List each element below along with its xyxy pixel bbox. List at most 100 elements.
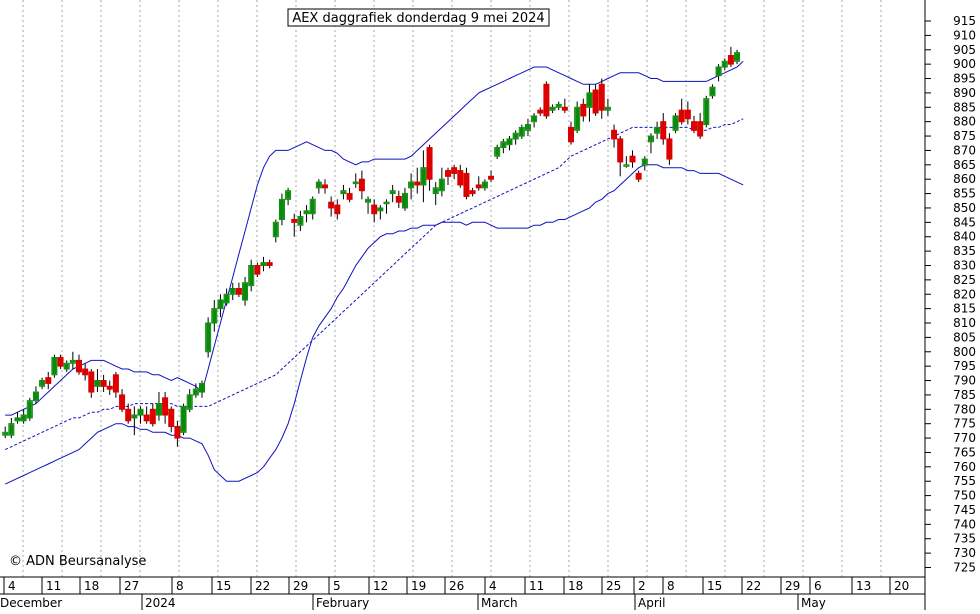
candle [617,136,624,177]
candle [647,133,654,154]
candle [205,317,212,358]
candle-fill [316,182,321,188]
candle [125,403,132,424]
candle-fill [605,107,610,110]
candle-fill [655,127,660,133]
y-tick-label: 740 [953,517,976,531]
candle-body-down [45,377,52,384]
candle [57,354,64,370]
candle [174,420,181,447]
candle [14,412,21,424]
candle-fill [673,116,678,130]
x-day-label: 12 [373,579,388,593]
y-tick-label: 830 [953,258,976,272]
candle [100,374,107,393]
candle [168,406,175,433]
candle-body-down [346,193,353,200]
candle-fill [439,179,444,191]
y-tick-label: 775 [953,417,976,431]
y-tick-label: 810 [953,316,976,330]
candle-body-down [592,89,599,114]
candle-fill [704,99,709,125]
y-axis: 7257307357407457507557607657707757807857… [925,14,976,575]
candle [180,403,187,436]
candle [211,300,218,332]
candle [703,95,710,128]
candle [389,184,396,203]
candle [291,213,298,237]
candle-fill [261,263,266,265]
candle-body-down [598,83,605,111]
candle-fill [218,300,223,309]
candle-fill [353,182,358,184]
candle [131,406,138,436]
candle [654,121,661,139]
candle [635,170,642,183]
candle-fill [193,389,198,395]
y-tick-label: 755 [953,474,976,488]
x-day-label: 6 [814,579,822,593]
x-day-label: 27 [124,579,139,593]
candle [88,369,95,398]
candle-body-down [358,178,365,192]
candle-body-down [100,380,107,387]
candle [481,179,488,191]
candle [697,113,704,139]
candle-fill [132,415,137,418]
candle-fill [70,360,75,363]
candle-body-down [88,371,95,393]
candle [352,173,359,188]
candle-body-down [426,147,433,180]
x-day-label: 8 [667,579,675,593]
candle [303,205,310,223]
candle [574,101,581,134]
x-day-label: 26 [449,579,464,593]
y-tick-label: 905 [953,43,976,57]
candle-body-down [727,55,734,65]
y-tick-label: 865 [953,158,976,172]
candle-body-down [149,408,156,425]
y-tick-label: 855 [953,187,976,201]
candle-body-down [112,374,119,393]
candle [494,144,501,160]
candle-fill [212,309,217,323]
candle [260,256,267,272]
candle [192,383,199,398]
candle [322,179,328,194]
x-day-label: 8 [176,579,184,593]
candle-fill [366,199,371,202]
x-month-label: April [638,596,665,610]
candle [691,115,697,134]
candle-fill [642,159,647,165]
candle [604,98,611,116]
candle [199,380,205,398]
candle-body-down [660,121,667,140]
y-tick-label: 900 [953,57,976,71]
y-tick-label: 730 [953,546,976,560]
candle-body-down [82,368,89,376]
candle [500,138,507,154]
candle [401,187,408,211]
y-tick-label: 750 [953,489,976,503]
x-day-label: 11 [529,579,544,593]
x-day-label: 20 [894,579,909,593]
candle-fill [138,409,143,415]
candle [549,104,556,114]
candle-body-down [463,172,470,197]
candle-body-down [143,414,150,422]
candle [395,190,402,208]
candle [266,259,273,269]
candle-fill [9,424,14,435]
candle [328,196,335,217]
candle [69,351,76,370]
candle [580,98,587,122]
candle [334,199,341,220]
bollinger-lower-line [4,164,744,485]
y-tick-label: 885 [953,100,976,114]
candle-body-down [162,397,169,416]
candle-fill [525,125,530,130]
candle-body-down [445,170,451,177]
candle [543,81,550,119]
